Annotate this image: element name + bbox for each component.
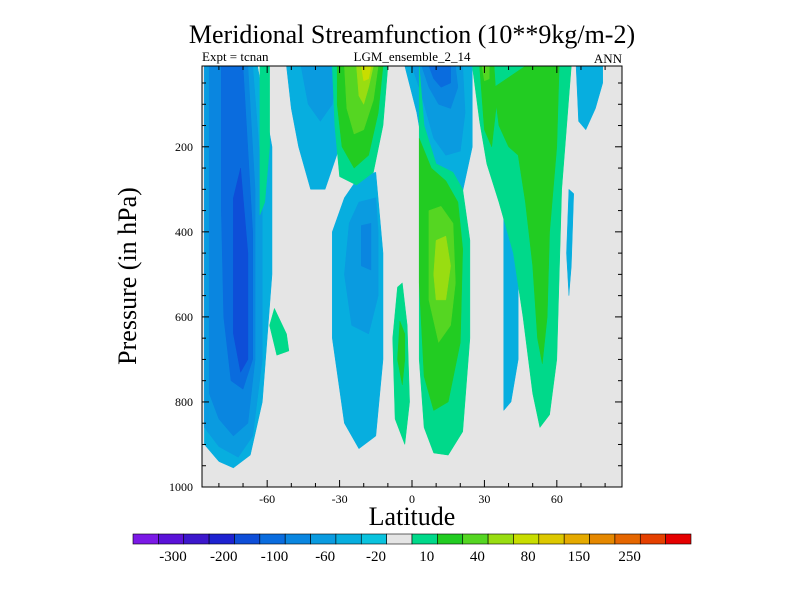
colorbar-swatch — [411, 533, 438, 545]
subtitle-right: ANN — [594, 51, 623, 66]
x-tick-label: 0 — [409, 492, 415, 506]
colorbar-swatch — [487, 533, 514, 545]
contour-region-31 — [481, 66, 490, 82]
x-axis-label: Latitude — [369, 502, 456, 531]
axis-ticks: -60 -30 0 30 60 200 400 600 800 1000 — [169, 66, 622, 506]
colorbar-label: 250 — [618, 549, 641, 565]
y-tick-label: 400 — [175, 225, 193, 239]
colorbar-swatch — [589, 533, 616, 545]
subtitle-center: LGM_ensemble_2_14 — [354, 49, 471, 64]
contour-region-8 — [300, 66, 338, 122]
colorbar-label: 150 — [568, 549, 591, 565]
contour-region-6 — [269, 307, 290, 356]
y-tick-label: 800 — [175, 395, 193, 409]
colorbar-swatch — [259, 533, 286, 545]
chart-title: Meridional Streamfunction (10**9kg/m-2) — [189, 20, 635, 49]
colorbar-swatch — [538, 533, 565, 545]
contour-region-18 — [397, 321, 406, 385]
contour-region-29 — [479, 66, 497, 148]
colorbar-label: -60 — [315, 549, 335, 565]
colorbar-label: -20 — [366, 549, 386, 565]
colorbar-swatch — [639, 533, 666, 545]
colorbar-swatch — [513, 533, 540, 545]
colorbar-label: 10 — [419, 549, 434, 565]
colorbar-swatch — [183, 533, 210, 545]
contour-region-26 — [433, 235, 451, 301]
x-tick-label: 30 — [478, 492, 490, 506]
colorbar-swatch — [563, 533, 590, 545]
contour-region-33 — [566, 188, 574, 296]
colorbar-swatch — [437, 533, 464, 545]
subtitle-left: Expt = tcnan — [202, 49, 269, 64]
colorbar-swatch — [462, 533, 489, 545]
contour-region-22 — [428, 66, 451, 88]
colorbar-label: -300 — [159, 549, 187, 565]
y-tick-label: 200 — [175, 140, 193, 154]
colorbar: -300 -200 -100 -60 -20 10 40 80 150 250 — [132, 533, 692, 565]
colorbar-swatch — [208, 533, 235, 545]
colorbar-label: 40 — [470, 549, 485, 565]
contour-fills — [204, 66, 603, 469]
colorbar-swatch — [132, 533, 159, 545]
colorbar-label: 80 — [521, 549, 536, 565]
contour-region-30 — [493, 66, 560, 364]
colorbar-swatch — [360, 533, 387, 545]
x-tick-label: -30 — [332, 492, 348, 506]
colorbar-swatch — [665, 533, 692, 545]
x-tick-label: 60 — [551, 492, 563, 506]
y-axis-label: Pressure (in hPa) — [113, 187, 142, 365]
colorbar-swatch — [158, 533, 185, 545]
colorbar-swatch — [234, 533, 261, 545]
contour-region-4 — [233, 168, 249, 373]
contour-region-11 — [361, 222, 372, 271]
colorbar-swatch — [284, 533, 311, 545]
contour-region-5 — [259, 66, 270, 215]
colorbar-label: -200 — [210, 549, 238, 565]
colorbar-swatch — [614, 533, 641, 545]
x-tick-label: -60 — [259, 492, 275, 506]
colorbar-swatch — [310, 533, 337, 545]
y-tick-label: 1000 — [169, 480, 193, 494]
colorbar-swatch — [335, 533, 362, 545]
colorbar-label: -100 — [261, 549, 289, 565]
contour-region-32 — [575, 66, 603, 131]
y-tick-label: 600 — [175, 310, 193, 324]
colorbar-swatch — [386, 533, 413, 545]
